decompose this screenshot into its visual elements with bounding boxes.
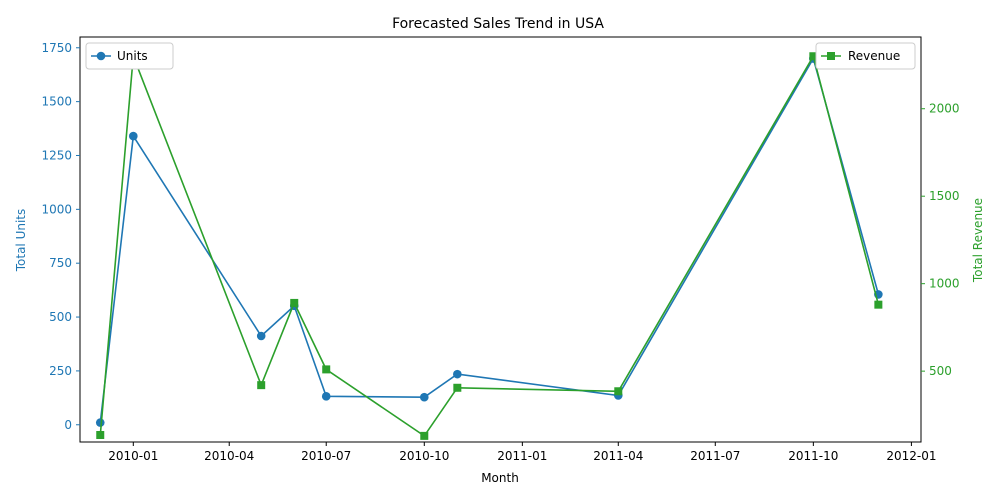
revenue-point [96, 431, 105, 440]
y-right-tick-label: 1000 [929, 277, 960, 291]
units-point [321, 392, 331, 401]
x-tick-label: 2011-01 [497, 449, 547, 463]
x-tick-label: 2010-01 [108, 449, 158, 463]
revenue-point [614, 387, 623, 396]
x-axis-title: Month [481, 471, 519, 485]
legend-revenue-frame [815, 42, 916, 70]
y-left-tick-label: 250 [49, 364, 72, 378]
y-left-tick-label: 1000 [41, 202, 72, 216]
legend-units: Units [85, 42, 174, 70]
y-left-tick-label: 500 [49, 310, 72, 324]
legend-units-frame [85, 42, 174, 70]
revenue-point [290, 298, 299, 307]
x-tick-label: 2011-07 [690, 449, 740, 463]
y-left-tick-label: 1500 [41, 95, 72, 109]
y-left-tick-label: 1750 [41, 41, 72, 55]
units-point [128, 131, 138, 141]
y-left-axis: 0 250 500 750 1000 1250 1500 1750 [41, 41, 80, 432]
chart-title: Forecasted Sales Trend in USA [392, 16, 604, 32]
legend-revenue: Revenue [815, 42, 916, 70]
y-right-tick-label: 500 [929, 364, 952, 378]
legend-revenue-marker [827, 52, 835, 60]
legend-revenue-label: Revenue [848, 49, 900, 63]
y-right-axis-title: Total Revenue [971, 198, 985, 283]
x-tick-label: 2010-04 [204, 449, 254, 463]
x-tick-label: 2010-07 [301, 449, 351, 463]
x-axis: 2010-01 2010-04 2010-07 2010-10 2011-01 2011-… [108, 442, 936, 463]
revenue-point [874, 300, 883, 309]
revenue-point [322, 365, 331, 374]
x-tick-label: 2011-10 [788, 449, 838, 463]
units-point [453, 369, 462, 379]
revenue-point [809, 52, 818, 61]
units-point [419, 392, 429, 402]
plot-frame [79, 36, 922, 443]
legend-units-label: Units [117, 49, 148, 63]
legend-units-marker [96, 51, 106, 61]
series-layer [95, 52, 883, 440]
revenue-point [453, 383, 462, 392]
y-right-axis: 500 1000 1500 2000 [921, 102, 960, 378]
units-point [256, 331, 266, 341]
y-left-tick-label: 1250 [41, 148, 72, 162]
y-left-axis-title: Total Units [14, 209, 28, 273]
y-right-tick-label: 1500 [929, 189, 960, 203]
units-series-line [99, 56, 880, 423]
x-tick-label: 2011-04 [593, 449, 643, 463]
x-tick-label: 2012-01 [886, 449, 936, 463]
revenue-series-line [99, 54, 880, 438]
y-left-tick-label: 0 [64, 418, 72, 432]
y-left-tick-label: 750 [49, 256, 72, 270]
revenue-point [257, 381, 266, 390]
x-tick-label: 2010-10 [399, 449, 449, 463]
revenue-point [420, 431, 429, 440]
y-right-tick-label: 2000 [929, 102, 960, 116]
units-point [95, 418, 105, 427]
